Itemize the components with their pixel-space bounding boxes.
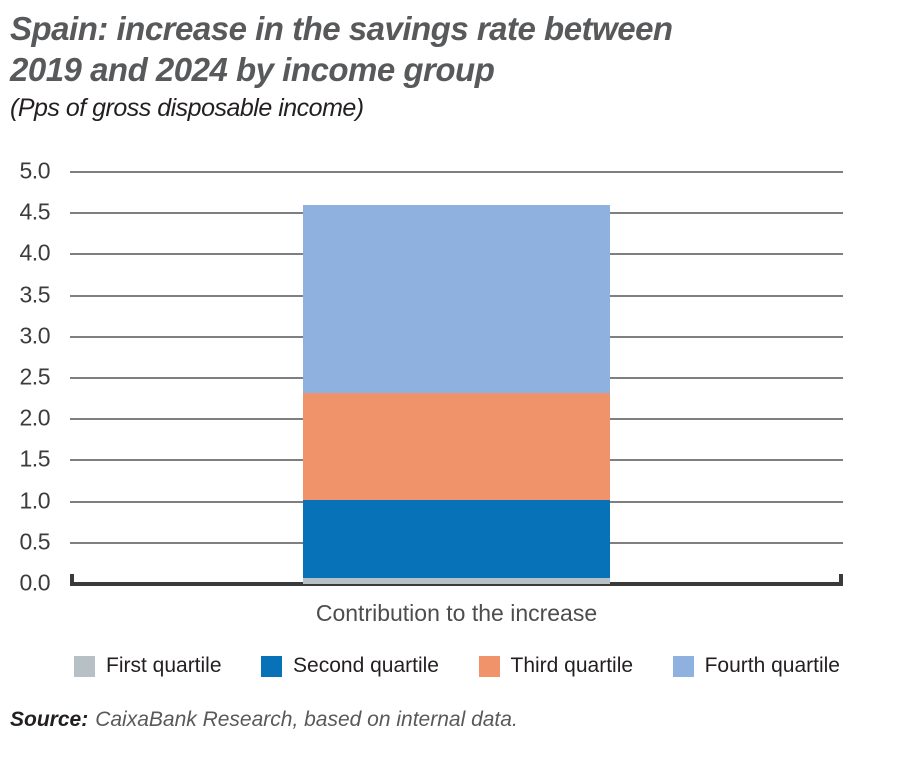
y-tick-label-5.0: 5.0 <box>19 157 51 184</box>
legend-label-first-quartile: First quartile <box>106 654 222 677</box>
chart-subtitle: (Pps of gross disposable income) <box>10 94 364 122</box>
legend-swatch-second-quartile <box>261 655 283 677</box>
source-label: Source: <box>10 708 89 731</box>
legend-label-fourth-quartile: Fourth quartile <box>704 654 840 677</box>
plot-area: 5.0 4.5 4.0 3.5 3.0 2.5 2.0 1.5 1.0 0.5 0.0 <box>20 157 843 595</box>
chart-title-line-1: Spain: increase in the savings rate betw… <box>10 10 673 47</box>
y-tick-label-3.0: 3.0 <box>19 322 51 349</box>
legend-swatch-first-quartile <box>74 655 95 677</box>
legend-item-second-quartile: Second quartile <box>261 654 439 678</box>
y-tick-label-1.5: 1.5 <box>19 445 51 472</box>
y-tick-label-4.0: 4.0 <box>19 239 51 266</box>
stacked-bar <box>303 172 610 584</box>
y-tick-label-0.5: 0.5 <box>19 528 51 555</box>
legend-label-third-quartile: Third quartile <box>510 654 634 677</box>
legend-label-second-quartile: Second quartile <box>293 654 439 677</box>
y-tick-label-0.0: 0.0 <box>19 569 51 596</box>
y-tick-label-2.5: 2.5 <box>19 363 51 390</box>
x-axis-category-label: Contribution to the increase <box>315 600 598 626</box>
x-axis-left-end-cap <box>70 574 74 586</box>
y-tick-label-3.5: 3.5 <box>19 281 51 308</box>
y-tick-label-1.0: 1.0 <box>19 487 51 514</box>
bar-segment-first-quartile <box>303 578 610 584</box>
legend-swatch-fourth-quartile <box>672 655 694 677</box>
legend-item-first-quartile: First quartile <box>74 654 222 678</box>
x-axis-line <box>70 582 843 586</box>
chart-title-line-2: 2019 and 2024 by income group <box>10 51 495 88</box>
bar-segment-fourth-quartile <box>303 204 610 393</box>
legend-item-fourth-quartile: Fourth quartile <box>672 654 840 678</box>
legend-swatch-third-quartile <box>478 655 500 677</box>
gridline-y-5.0 <box>70 171 843 173</box>
x-axis-right-end-cap <box>839 574 843 586</box>
y-tick-label-2.0: 2.0 <box>19 404 51 431</box>
legend-item-third-quartile: Third quartile <box>478 654 634 678</box>
bar-segment-third-quartile <box>303 392 610 500</box>
chart-title: Spain: increase in the savings rate betw… <box>10 8 673 90</box>
source-line: Source: CaixaBank Research, based on inte… <box>10 708 518 732</box>
legend: First quartile Second quartile Third quart… <box>74 654 840 678</box>
bar-segment-second-quartile <box>303 499 610 579</box>
y-tick-label-4.5: 4.5 <box>19 198 51 225</box>
source-text: CaixaBank Research, based on internal da… <box>95 708 518 731</box>
